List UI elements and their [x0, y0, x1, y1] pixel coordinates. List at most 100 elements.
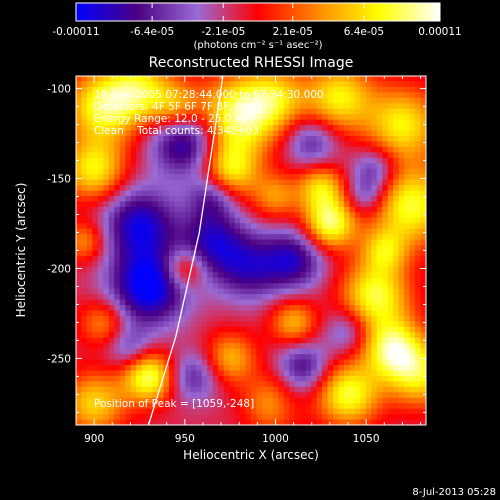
heatmap-cell	[398, 239, 405, 246]
heatmap-cell	[240, 408, 247, 415]
heatmap-cell	[278, 381, 285, 388]
heatmap-cell	[168, 130, 176, 137]
heatmap-cell	[97, 92, 104, 99]
colorbar: -0.00011 -6.4e-05 -2.1e-05 2.1e-05 6.4e-05 0.…	[52, 2, 462, 51]
heatmap-cell	[333, 403, 340, 410]
heatmap-cell	[76, 239, 83, 246]
heatmap-cell	[136, 375, 143, 382]
heatmap-cell	[141, 266, 148, 273]
heatmap-cell	[300, 414, 307, 421]
heatmap-cell	[152, 228, 159, 235]
heatmap-cell	[261, 201, 269, 208]
heatmap-cell	[251, 310, 258, 317]
heatmap-cell	[218, 414, 225, 421]
heatmap-cell	[218, 141, 225, 148]
heatmap-cell	[316, 103, 323, 110]
heatmap-cell	[300, 76, 307, 83]
heatmap-cell	[114, 174, 121, 181]
heatmap-cell	[300, 234, 307, 241]
heatmap-cell	[343, 86, 351, 93]
heatmap-cell	[294, 272, 301, 279]
heatmap-cell	[76, 305, 83, 312]
heatmap-cell	[185, 370, 192, 377]
heatmap-cell	[283, 299, 290, 306]
heatmap-cell	[136, 141, 143, 148]
heatmap-cell	[212, 76, 219, 83]
heatmap-cell	[240, 365, 247, 372]
heatmap-cell	[278, 168, 285, 175]
heatmap-cell	[119, 195, 126, 203]
heatmap-cell	[179, 163, 186, 170]
heatmap-cell	[387, 266, 394, 273]
heatmap-cell	[174, 190, 181, 197]
heatmap-cell	[190, 163, 197, 170]
heatmap-cell	[251, 228, 258, 235]
heatmap-cell	[289, 223, 296, 230]
heatmap-cell	[267, 332, 274, 339]
heatmap-cell	[333, 414, 340, 421]
heatmap-cell	[108, 103, 115, 110]
heatmap-cell	[305, 157, 312, 164]
heatmap-cell	[387, 277, 394, 284]
heatmap-cell	[207, 375, 214, 382]
heatmap-cell	[398, 163, 405, 170]
heatmap-cell	[103, 81, 110, 88]
heatmap-cell	[92, 343, 99, 350]
heatmap-cell	[327, 92, 334, 99]
heatmap-cell	[289, 195, 296, 203]
heatmap-cell	[382, 266, 389, 273]
heatmap-cell	[223, 201, 230, 208]
heatmap-cell	[174, 130, 181, 137]
heatmap-cell	[76, 245, 83, 252]
heatmap-cell	[163, 190, 170, 197]
heatmap-cell	[97, 381, 104, 388]
heatmap-cell	[185, 103, 192, 110]
heatmap-cell	[415, 386, 422, 393]
heatmap-cell	[190, 234, 197, 241]
heatmap-cell	[251, 97, 258, 104]
heatmap-cell	[114, 326, 121, 333]
heatmap-cell	[174, 288, 181, 295]
heatmap-cell	[190, 386, 197, 393]
heatmap-cell	[103, 343, 110, 350]
heatmap-cell	[103, 86, 110, 93]
heatmap-cell	[338, 228, 345, 235]
heatmap-cell	[108, 152, 115, 159]
heatmap-cell	[371, 288, 378, 295]
heatmap-cell	[311, 294, 318, 301]
heatmap-cell	[343, 283, 351, 290]
heatmap-cell	[196, 152, 203, 159]
heatmap-cell	[294, 119, 301, 126]
heatmap-cell	[354, 97, 361, 104]
heatmap-cell	[311, 354, 318, 361]
heatmap-cell	[289, 272, 296, 279]
heatmap-cell	[152, 146, 159, 153]
heatmap-cell	[382, 234, 389, 241]
heatmap-cell	[174, 250, 181, 257]
heatmap-cell	[207, 108, 214, 115]
heatmap-cell	[223, 76, 230, 83]
heatmap-cell	[130, 294, 137, 301]
heatmap-cell	[245, 130, 252, 137]
heatmap-cell	[125, 315, 132, 322]
heatmap-cell	[393, 299, 400, 306]
heatmap-cell	[343, 354, 351, 361]
heatmap-cell	[174, 217, 181, 224]
heatmap-cell	[136, 185, 143, 192]
heatmap-cell	[152, 108, 159, 115]
heatmap-cell	[86, 86, 94, 93]
heatmap-cell	[409, 392, 416, 399]
heatmap-cell	[283, 228, 290, 235]
heatmap-cell	[114, 392, 121, 399]
heatmap-cell	[360, 97, 367, 104]
heatmap-cell	[393, 103, 400, 110]
heatmap-cell	[382, 223, 389, 230]
heatmap-cell	[114, 163, 121, 170]
heatmap-cell	[212, 130, 219, 137]
heatmap-cell	[81, 310, 88, 317]
heatmap-cell	[218, 201, 225, 208]
heatmap-cell	[343, 386, 351, 393]
heatmap-cell	[218, 135, 225, 143]
heatmap-cell	[387, 76, 394, 83]
heatmap-cell	[218, 108, 225, 115]
